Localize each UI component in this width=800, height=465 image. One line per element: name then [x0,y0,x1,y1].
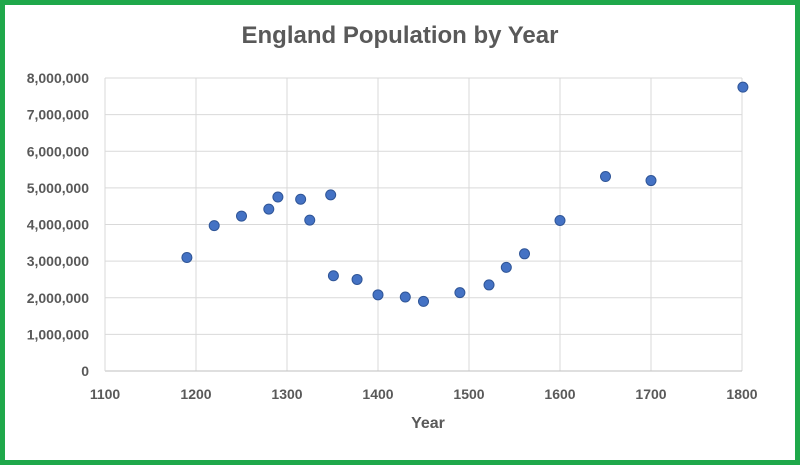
x-tick-label: 1700 [635,386,666,402]
data-point [372,289,384,301]
x-tick-label: 1300 [271,386,302,402]
y-tick-label: 6,000,000 [27,143,89,159]
data-point [645,175,657,187]
data-point [208,220,220,232]
chart-title: England Population by Year [241,22,559,49]
x-tick-label: 1200 [180,386,211,402]
y-tick-label: 1,000,000 [27,326,89,342]
data-point [325,189,337,201]
data-point [295,193,307,205]
y-tick-label: 0 [81,363,89,379]
data-points [181,81,749,307]
axes [104,78,742,372]
y-tick-label: 5,000,000 [27,180,89,196]
data-point [500,261,512,273]
data-point [554,214,566,226]
x-axis-title: Year [411,415,445,432]
grid-lines [105,77,743,371]
x-tick-label: 1500 [453,386,484,402]
data-point [418,295,429,307]
data-point [272,191,284,203]
y-tick-label: 8,000,000 [27,70,89,86]
data-point [519,248,531,260]
data-point [263,203,275,215]
data-point [483,279,495,291]
data-point [399,291,411,303]
y-tick-label: 7,000,000 [27,107,89,123]
data-point [181,251,193,263]
data-point [351,273,363,285]
y-tick-label: 3,000,000 [27,253,89,269]
data-point [454,287,466,299]
y-tick-label: 2,000,000 [27,290,89,306]
x-tick-label: 1400 [362,386,393,402]
x-tick-label: 1800 [726,386,757,402]
data-point [737,81,749,93]
x-tick-label: 1100 [90,386,121,402]
x-tick-label: 1600 [544,386,575,402]
y-tick-label: 4,000,000 [27,217,89,233]
data-point [304,214,316,226]
data-point [600,171,611,183]
tick-labels: 0 1,000,000 2,000,000 3,000,000 4,000,000 5,0… [27,70,758,402]
data-point [236,210,247,222]
data-point [327,270,339,282]
